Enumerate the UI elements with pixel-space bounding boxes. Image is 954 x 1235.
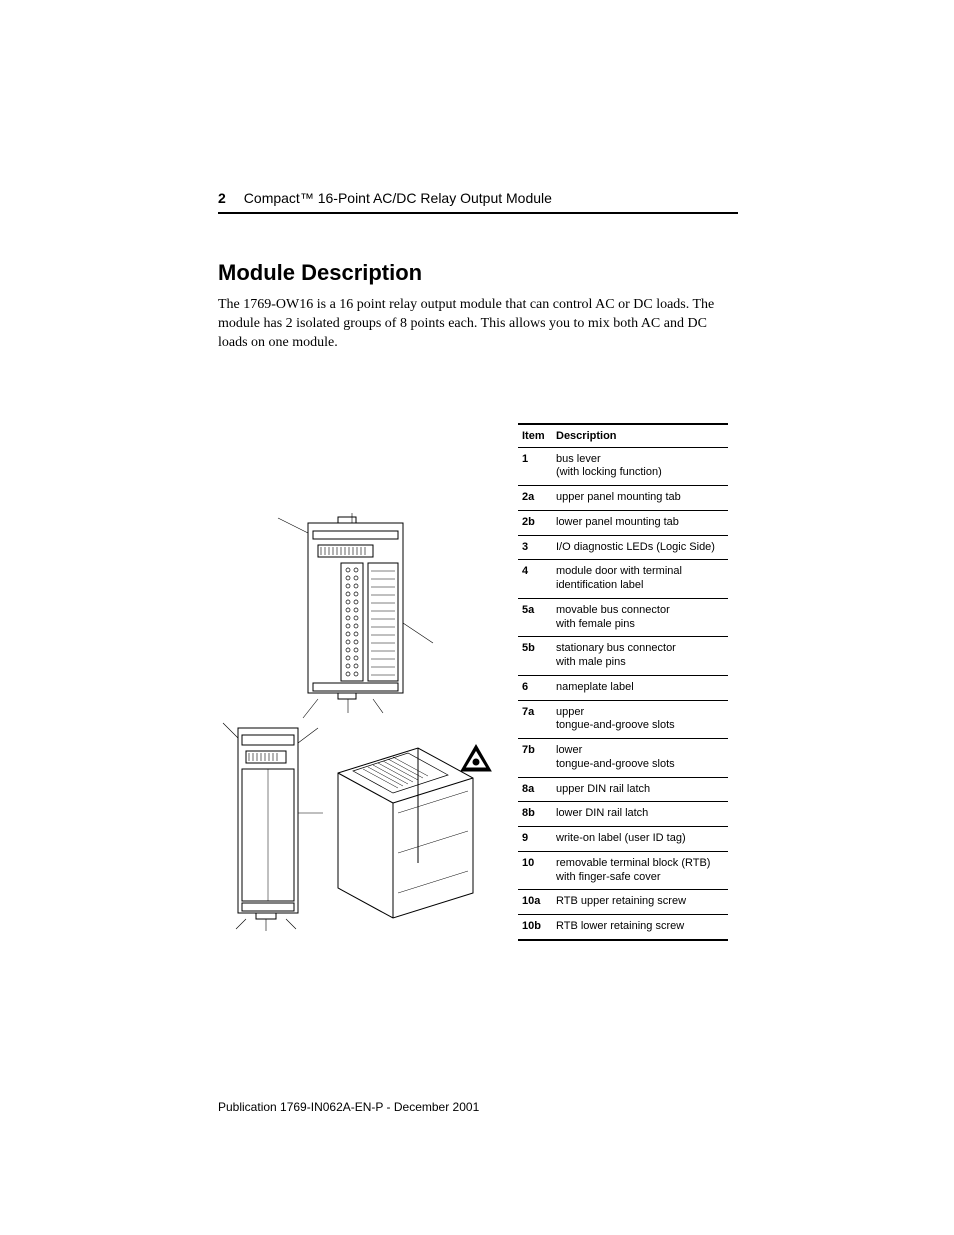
table-cell-description: upper DIN rail latch (552, 777, 728, 802)
table-cell-item: 7b (518, 739, 552, 778)
table-cell-description: movable bus connectorwith female pins (552, 598, 728, 637)
section-paragraph: The 1769-OW16 is a 16 point relay output… (218, 296, 738, 353)
table-cell-description: nameplate label (552, 675, 728, 700)
module-diagram (218, 513, 498, 933)
item-description-table: Item Description 1bus lever(with locking… (518, 423, 728, 941)
table-header-item: Item (518, 424, 552, 448)
running-header: 2 Compact™ 16-Point AC/DC Relay Output M… (218, 190, 738, 214)
table-cell-item: 2b (518, 510, 552, 535)
diagram-front-view (278, 513, 433, 718)
table-row: 4module door with terminal identificatio… (518, 560, 728, 599)
table-cell-item: 10 (518, 851, 552, 890)
table-row: 9write-on label (user ID tag) (518, 827, 728, 852)
table-cell-item: 8a (518, 777, 552, 802)
table-cell-description: lower panel mounting tab (552, 510, 728, 535)
warning-icon (461, 745, 491, 771)
table-row: 6nameplate label (518, 675, 728, 700)
table-cell-description: I/O diagnostic LEDs (Logic Side) (552, 535, 728, 560)
table-row: 2blower panel mounting tab (518, 510, 728, 535)
table-cell-item: 5a (518, 598, 552, 637)
table-cell-item: 10a (518, 890, 552, 915)
figure-area: Item Description 1bus lever(with locking… (218, 423, 738, 941)
table-cell-item: 10b (518, 915, 552, 940)
table-cell-description: lower DIN rail latch (552, 802, 728, 827)
table-cell-description: uppertongue-and-groove slots (552, 700, 728, 739)
table-row: 10removable terminal block (RTB) with fi… (518, 851, 728, 890)
table-row: 7auppertongue-and-groove slots (518, 700, 728, 739)
table-row: 10bRTB lower retaining screw (518, 915, 728, 940)
table-cell-description: write-on label (user ID tag) (552, 827, 728, 852)
table-row: 5bstationary bus connectorwith male pins (518, 637, 728, 676)
publication-footer: Publication 1769-IN062A-EN-P - December … (218, 1100, 479, 1114)
document-title: Compact™ 16-Point AC/DC Relay Output Mod… (244, 190, 552, 206)
table-body: 1bus lever(with locking function)2aupper… (518, 447, 728, 940)
page-content: 2 Compact™ 16-Point AC/DC Relay Output M… (218, 190, 738, 941)
section-heading: Module Description (218, 260, 738, 286)
table-cell-item: 9 (518, 827, 552, 852)
table-cell-item: 8b (518, 802, 552, 827)
table-cell-item: 2a (518, 486, 552, 511)
table-row: 2aupper panel mounting tab (518, 486, 728, 511)
table-row: 1bus lever(with locking function) (518, 447, 728, 486)
table-cell-description: stationary bus connectorwith male pins (552, 637, 728, 676)
table-cell-description: module door with terminal identification… (552, 560, 728, 599)
table-cell-description: removable terminal block (RTB) with fing… (552, 851, 728, 890)
table-cell-item: 6 (518, 675, 552, 700)
table-row: 10aRTB upper retaining screw (518, 890, 728, 915)
table-cell-description: bus lever(with locking function) (552, 447, 728, 486)
table-row: 3I/O diagnostic LEDs (Logic Side) (518, 535, 728, 560)
page-number: 2 (218, 190, 226, 206)
table-cell-description: RTB upper retaining screw (552, 890, 728, 915)
table-row: 5amovable bus connectorwith female pins (518, 598, 728, 637)
table-cell-item: 4 (518, 560, 552, 599)
table-header-description: Description (552, 424, 728, 448)
diagram-side-view (223, 723, 323, 931)
table-cell-description: upper panel mounting tab (552, 486, 728, 511)
table-cell-item: 1 (518, 447, 552, 486)
diagram-iso-view (338, 745, 491, 918)
table-row: 8blower DIN rail latch (518, 802, 728, 827)
table-cell-description: lowertongue-and-groove slots (552, 739, 728, 778)
table-row: 7blowertongue-and-groove slots (518, 739, 728, 778)
table-cell-item: 3 (518, 535, 552, 560)
table-row: 8aupper DIN rail latch (518, 777, 728, 802)
table-cell-item: 7a (518, 700, 552, 739)
table-cell-item: 5b (518, 637, 552, 676)
table-cell-description: RTB lower retaining screw (552, 915, 728, 940)
